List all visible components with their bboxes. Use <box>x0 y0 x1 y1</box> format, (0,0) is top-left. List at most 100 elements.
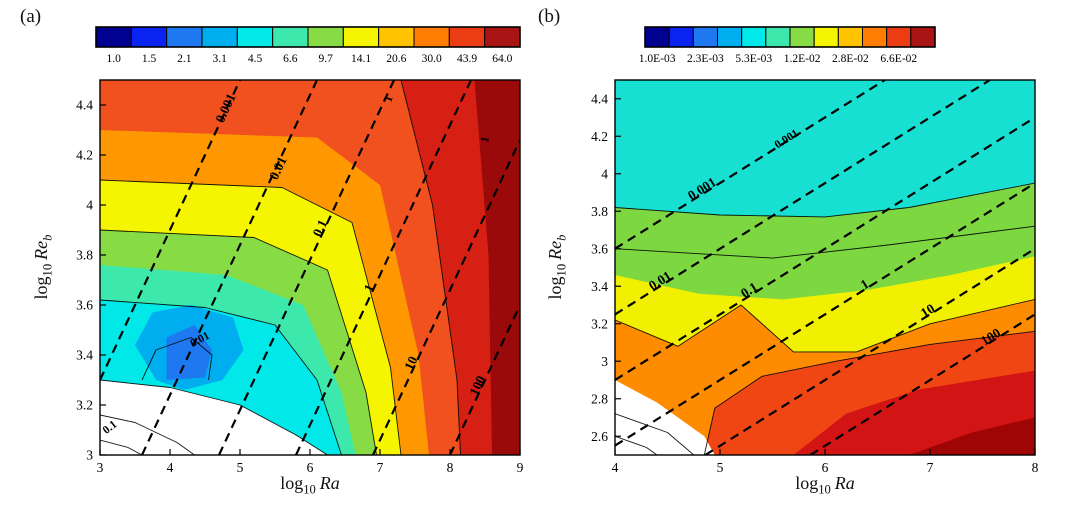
filled-contour-band-darkred <box>909 417 1035 455</box>
x-axis-variable: Ra <box>319 473 340 493</box>
colorbar-cell <box>484 26 521 48</box>
colorbar-a: 1.0 1.5 2.1 3.1 4.5 6.6 9.7 14.1 20.6 30.0 43.9 64.… <box>95 26 521 65</box>
colorbar-cell <box>413 26 450 48</box>
colorbar-cell <box>272 26 309 48</box>
colorbar-cell <box>201 26 238 48</box>
colorbar-cell <box>789 26 815 48</box>
y-tick-label: 3.2 <box>591 316 608 331</box>
contour-label: 1 <box>382 94 395 104</box>
x-tick-label: 9 <box>517 460 524 475</box>
x-tick-label: 8 <box>1032 460 1039 475</box>
x-axis-title-b: log10 Ra <box>745 473 905 498</box>
colorbar-tick-label: 9.7 <box>319 53 334 65</box>
contour-label: 0.1 <box>310 217 331 239</box>
panel-label-a: (a) <box>20 6 42 27</box>
colorbar-cell <box>692 26 719 48</box>
colorbar-tick-label: 3.1 <box>213 53 228 65</box>
colorbar-tick-label: 2.1 <box>177 53 192 65</box>
colorbar-cell <box>837 26 864 48</box>
x-axis-sub: 10 <box>303 482 316 497</box>
colorbar-cell <box>307 26 344 48</box>
filled-contour-level-64.0 <box>474 80 520 455</box>
colorbar-tick-label: 6.6E-02 <box>880 53 917 65</box>
y-axis-variable: Re <box>545 240 565 260</box>
y-axis-variable: Re <box>31 240 51 260</box>
x-tick-label: 3 <box>97 460 104 475</box>
solid-contour-line <box>615 435 658 455</box>
y-tick-label: 4 <box>86 198 93 213</box>
dashed-contour-line <box>295 80 472 455</box>
y-axis-variable-sub: b <box>40 234 55 241</box>
colorbar-border <box>644 26 936 48</box>
colorbar-tick-label: 6.6 <box>283 53 298 65</box>
y-axis-prefix: log <box>31 276 51 300</box>
x-tick-label: 5 <box>237 460 244 475</box>
colorbar-cell <box>910 26 936 48</box>
colorbar-tick-label: 2.3E-03 <box>687 53 724 65</box>
y-axis-title-b: log10 Reb <box>545 207 569 327</box>
y-axis-sub: 10 <box>554 263 569 277</box>
y-tick-label: 4.2 <box>591 129 608 144</box>
y-tick-label: 3.8 <box>591 204 608 219</box>
colorbar-cell <box>95 26 132 48</box>
dashed-contour-line <box>141 80 318 455</box>
colorbar-border <box>95 26 521 48</box>
dashed-contour-line <box>704 247 1035 455</box>
y-tick-label: 3.4 <box>76 348 93 363</box>
dashed-contour-line <box>372 139 520 455</box>
contour-label: 10 <box>401 354 420 373</box>
x-axis-prefix: log <box>280 473 304 493</box>
y-axis-title-a: log10 Reb <box>31 207 55 327</box>
x-axis-prefix: log <box>795 473 819 493</box>
y-tick-label: 3.6 <box>591 241 608 256</box>
x-tick-label: 6 <box>307 460 314 475</box>
colorbar-cell <box>668 26 694 48</box>
dashed-contour-line <box>100 80 241 381</box>
x-tick-label: 4 <box>167 460 174 475</box>
y-axis-sub: 10 <box>40 263 55 277</box>
colorbar-tick-label: 64.0 <box>492 53 512 65</box>
y-tick-label: 3.8 <box>76 248 93 263</box>
colorbar-cell <box>813 26 839 48</box>
solid-contour-line <box>100 179 402 455</box>
y-tick-label: 4 <box>601 166 608 181</box>
y-tick-label: 4.2 <box>76 148 93 163</box>
colorbar-cell <box>741 26 767 48</box>
solid-contour-line <box>100 299 342 455</box>
solid-contour-line <box>400 80 461 455</box>
solid-contour-line <box>703 330 1035 455</box>
solid-contour-line <box>615 182 1035 218</box>
x-tick-label: 5 <box>717 460 724 475</box>
colorbar-cell <box>448 26 486 48</box>
y-tick-label: 3 <box>86 448 93 463</box>
colorbar-cell <box>765 26 791 48</box>
colorbar-cell <box>644 26 670 48</box>
solid-contour-line <box>100 414 195 455</box>
x-axis-variable: Ra <box>834 473 855 493</box>
filled-contour-level-30.0 <box>100 80 520 455</box>
colorbar-tick-label: 14.1 <box>351 53 371 65</box>
x-tick-label: 7 <box>927 460 934 475</box>
colorbar-cell <box>130 26 168 48</box>
colorbar-cell <box>378 26 415 48</box>
colorbar-b: 1.0E-03 2.3E-03 5.3E-03 1.2E-02 2.8E-02 6.6E-… <box>639 26 936 65</box>
colorbar-tick-label: 4.5 <box>248 53 263 65</box>
y-tick-label: 4.4 <box>591 91 608 106</box>
solid-contour-line <box>100 379 328 455</box>
y-tick-label: 4.4 <box>76 98 93 113</box>
solid-contour-line <box>615 298 1035 353</box>
colorbar-tick-label: 2.8E-02 <box>832 53 869 65</box>
dashed-contour-line <box>615 80 991 316</box>
solid-contour-line <box>615 413 695 455</box>
y-tick-label: 3.6 <box>76 298 93 313</box>
colorbar-tick-label: 1.5 <box>142 53 157 65</box>
colorbar-cell <box>717 26 743 48</box>
y-axis-variable-sub: b <box>554 234 569 241</box>
x-axis-title-a: log10 Ra <box>230 473 390 498</box>
dashed-contour-line <box>218 80 395 455</box>
y-axis-prefix: log <box>545 276 565 300</box>
contour-label: 1 <box>479 135 492 143</box>
